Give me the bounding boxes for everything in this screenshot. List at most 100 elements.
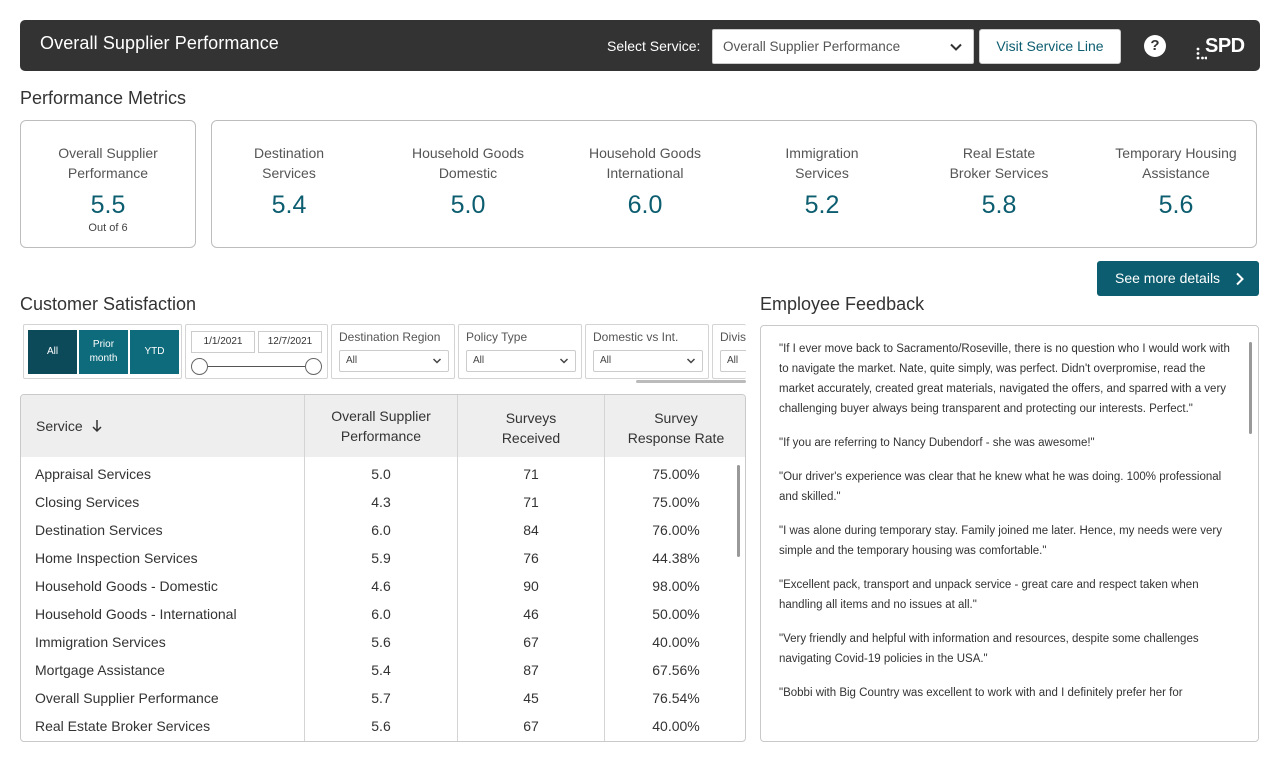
table-row[interactable]: Immigration Services 5.6 67 40.00%	[21, 628, 737, 656]
metric-label-line2: Domestic	[438, 165, 498, 181]
metric-label-line1: Household Goods	[411, 145, 525, 161]
feedback-item: "Bobbi with Big Country was excellent to…	[779, 687, 1183, 699]
help-icon[interactable]: ?	[1144, 35, 1166, 57]
date-range-slider-track	[200, 366, 315, 367]
overall-metric: Overall Supplier Performance 5.5 Out of …	[21, 143, 195, 234]
table-vertical-scrollbar[interactable]	[737, 465, 740, 557]
metric-household-goods-domestic: Household Goods Domestic 5.0	[393, 143, 543, 220]
header-line1: Survey	[654, 410, 698, 426]
cell-osp: 5.6	[371, 718, 391, 734]
column-divider	[457, 395, 458, 741]
period-all-button[interactable]: All	[28, 330, 77, 374]
metric-destination-services: Destination Services 5.4	[214, 143, 364, 220]
cell-service: Household Goods - International	[35, 606, 237, 622]
cell-osp: 5.9	[371, 550, 391, 566]
metric-value: 5.5	[90, 191, 126, 219]
metric-label-line2: Services	[795, 165, 849, 181]
cell-surveys: 67	[523, 634, 539, 650]
employee-feedback-panel[interactable]: "If I ever move back to Sacramento/Rosev…	[760, 325, 1259, 742]
date-slider-start-handle[interactable]	[191, 358, 208, 375]
feedback-item: "If you are referring to Nancy Dubendorf…	[779, 437, 1095, 449]
start-date-input[interactable]: 1/1/2021	[191, 331, 255, 353]
filter-value: All	[727, 355, 739, 366]
metric-label-line1: Temporary Housing	[1115, 145, 1237, 161]
cell-service: Real Estate Broker Services	[35, 718, 211, 734]
cell-service: Mortgage Assistance	[35, 662, 165, 678]
metric-immigration-services: Immigration Services 5.2	[747, 143, 897, 220]
chevron-right-icon	[1236, 272, 1244, 286]
spd-logo: SPD	[1195, 34, 1251, 62]
metric-label-line2: Assistance	[1142, 165, 1210, 181]
cell-osp: 4.6	[371, 578, 391, 594]
table-row[interactable]: Real Estate Broker Services 5.6 67 40.00%	[21, 712, 737, 740]
filter-label: Destination Region	[339, 330, 441, 344]
date-slider-end-handle[interactable]	[305, 358, 322, 375]
service-column-header[interactable]: Service	[36, 395, 296, 457]
feedback-vertical-scrollbar[interactable]	[1249, 342, 1252, 434]
metric-value: 5.4	[271, 191, 307, 219]
surveys-column-header[interactable]: Surveys Received	[458, 395, 604, 457]
cell-service: Home Inspection Services	[35, 550, 198, 566]
cell-osp: 5.6	[371, 634, 391, 650]
filter-label: Policy Type	[466, 330, 528, 344]
column-divider	[304, 395, 305, 741]
cell-osp: 4.3	[371, 494, 391, 510]
header-line2: Response Rate	[627, 430, 725, 446]
service-select-value: Overall Supplier Performance	[723, 39, 901, 54]
feedback-item: "Our driver's experience was clear that …	[779, 471, 1222, 503]
see-more-details-button[interactable]: See more details	[1097, 261, 1259, 296]
satisfaction-table: Service Overall Supplier Performance Surv…	[20, 394, 746, 742]
header-line2: Received	[501, 430, 561, 446]
feedback-item: "If I ever move back to Sacramento/Rosev…	[779, 343, 1230, 415]
feedback-item: "Excellent pack, transport and unpack se…	[779, 579, 1199, 611]
metric-label-line1: Destination	[253, 145, 325, 161]
metric-label-line2: International	[606, 165, 684, 181]
table-row[interactable]: Appraisal Services 5.0 71 75.00%	[21, 460, 737, 488]
osp-column-header[interactable]: Overall Supplier Performance	[305, 395, 457, 457]
period-prior-month-button[interactable]: Prior month	[79, 330, 128, 374]
service-header-label: Service	[36, 418, 83, 434]
cell-rate: 75.00%	[652, 466, 700, 482]
metric-label-line2: Services	[262, 165, 316, 181]
table-row[interactable]: Home Inspection Services 5.9 76 44.38%	[21, 544, 737, 572]
table-row[interactable]: Overall Supplier Performance 5.7 45 76.54%	[21, 684, 737, 712]
cell-service: Closing Services	[35, 494, 140, 510]
domestic-vs-int-select[interactable]: All	[593, 350, 703, 372]
metric-household-goods-international: Household Goods International 6.0	[570, 143, 720, 220]
period-ytd-button[interactable]: YTD	[130, 330, 179, 374]
cell-rate: 40.00%	[652, 634, 700, 650]
logo-text: SPD	[1205, 35, 1245, 57]
cell-service: Destination Services	[35, 522, 163, 538]
cell-surveys: 45	[523, 690, 539, 706]
table-row[interactable]: Household Goods - International 6.0 46 50.0…	[21, 600, 737, 628]
sort-arrow-down-icon[interactable]	[91, 419, 103, 433]
logo-dots-icon	[1196, 47, 1207, 60]
division-select[interactable]: All	[720, 350, 746, 372]
feedback-item: "Very friendly and helpful with informat…	[779, 633, 1199, 665]
column-divider	[604, 395, 605, 741]
response-rate-column-header[interactable]: Survey Response Rate	[605, 395, 745, 457]
policy-type-select[interactable]: All	[466, 350, 576, 372]
metric-label-line1: Household Goods	[588, 145, 702, 161]
service-select[interactable]: Overall Supplier Performance	[712, 29, 974, 64]
chevron-down-icon	[559, 358, 569, 364]
table-row[interactable]: Household Goods - Domestic 4.6 90 98.00%	[21, 572, 737, 600]
performance-metrics-heading: Performance Metrics	[20, 88, 187, 108]
chevron-down-icon	[950, 43, 962, 51]
destination-region-select[interactable]: All	[339, 350, 449, 372]
filter-label: Domestic vs Int.	[593, 330, 679, 344]
filter-value: All	[346, 355, 358, 366]
table-row[interactable]: Destination Services 6.0 84 76.00%	[21, 516, 737, 544]
table-row[interactable]: Mortgage Assistance 5.4 87 67.56%	[21, 656, 737, 684]
end-date-input[interactable]: 12/7/2021	[258, 331, 322, 353]
metric-value: 6.0	[627, 191, 663, 219]
employee-feedback-heading: Employee Feedback	[760, 294, 925, 314]
top-header: Overall Supplier Performance Select Serv…	[20, 20, 1260, 71]
visit-service-line-button[interactable]: Visit Service Line	[979, 29, 1121, 64]
cell-osp: 5.4	[371, 662, 391, 678]
cell-surveys: 90	[523, 578, 539, 594]
filters-horizontal-scrollbar[interactable]	[636, 380, 746, 383]
metric-label-line1: Immigration	[785, 145, 859, 161]
table-row[interactable]: Closing Services 4.3 71 75.00%	[21, 488, 737, 516]
cell-surveys: 76	[523, 550, 539, 566]
